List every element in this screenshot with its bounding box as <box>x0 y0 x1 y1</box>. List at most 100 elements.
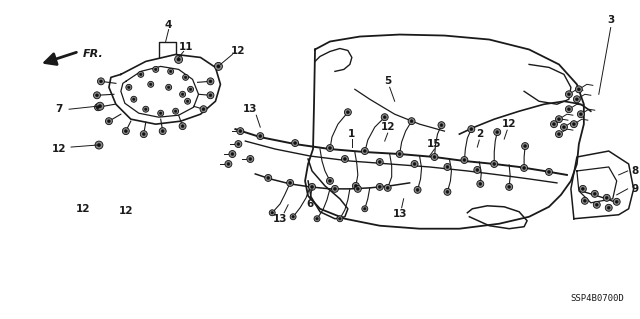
Circle shape <box>413 163 416 165</box>
Circle shape <box>461 157 468 163</box>
Circle shape <box>259 135 262 137</box>
Circle shape <box>184 98 191 104</box>
Circle shape <box>95 104 102 111</box>
Circle shape <box>225 160 232 167</box>
Circle shape <box>577 88 580 91</box>
Circle shape <box>97 78 104 85</box>
Text: 12: 12 <box>502 119 516 129</box>
Circle shape <box>491 160 498 167</box>
Text: 7: 7 <box>56 104 63 114</box>
Circle shape <box>332 185 339 192</box>
Circle shape <box>381 114 388 121</box>
Circle shape <box>545 168 552 175</box>
Circle shape <box>383 116 386 119</box>
Circle shape <box>287 179 294 186</box>
Circle shape <box>563 126 565 129</box>
Circle shape <box>269 210 275 216</box>
Circle shape <box>548 171 550 173</box>
Circle shape <box>378 185 381 188</box>
Circle shape <box>577 111 584 118</box>
Circle shape <box>476 168 479 171</box>
Circle shape <box>159 128 166 135</box>
Circle shape <box>214 63 223 70</box>
Circle shape <box>376 183 383 190</box>
Circle shape <box>446 190 449 193</box>
Text: FR.: FR. <box>83 49 104 59</box>
Circle shape <box>290 214 296 220</box>
Circle shape <box>326 177 333 184</box>
Circle shape <box>341 156 348 162</box>
Circle shape <box>506 183 513 190</box>
Circle shape <box>150 83 152 85</box>
Circle shape <box>292 216 294 218</box>
Circle shape <box>181 125 184 128</box>
Circle shape <box>265 174 272 182</box>
Circle shape <box>328 180 332 182</box>
Circle shape <box>387 187 389 189</box>
Circle shape <box>257 133 264 140</box>
Circle shape <box>523 167 525 169</box>
Circle shape <box>438 122 445 129</box>
Text: SSP4B0700D: SSP4B0700D <box>570 294 623 303</box>
Circle shape <box>493 129 500 136</box>
Circle shape <box>355 185 362 192</box>
Circle shape <box>557 133 561 136</box>
Circle shape <box>398 152 401 155</box>
Circle shape <box>168 68 173 74</box>
Circle shape <box>188 86 193 92</box>
Circle shape <box>573 96 580 103</box>
Circle shape <box>595 204 598 206</box>
Circle shape <box>138 71 144 78</box>
Circle shape <box>173 108 179 114</box>
Circle shape <box>237 143 240 145</box>
Circle shape <box>410 120 413 122</box>
Circle shape <box>235 141 242 148</box>
Circle shape <box>108 120 110 122</box>
Circle shape <box>446 166 449 168</box>
Circle shape <box>579 185 586 192</box>
Circle shape <box>231 152 234 155</box>
Circle shape <box>124 130 127 132</box>
Circle shape <box>177 58 180 61</box>
Text: 13: 13 <box>243 104 257 114</box>
Text: 11: 11 <box>179 42 193 53</box>
Circle shape <box>433 156 436 159</box>
Circle shape <box>607 206 610 209</box>
Circle shape <box>333 188 337 190</box>
Circle shape <box>127 86 130 88</box>
Text: 6: 6 <box>307 199 314 209</box>
Circle shape <box>364 208 366 210</box>
Circle shape <box>140 130 147 137</box>
Circle shape <box>96 102 104 110</box>
Circle shape <box>227 163 230 165</box>
Circle shape <box>186 100 189 102</box>
Text: 13: 13 <box>392 209 407 219</box>
Text: 1: 1 <box>348 129 355 139</box>
Circle shape <box>200 106 207 113</box>
Text: 15: 15 <box>428 139 442 149</box>
Circle shape <box>508 185 511 188</box>
Circle shape <box>575 98 579 101</box>
Circle shape <box>416 189 419 191</box>
Text: 2: 2 <box>476 129 483 139</box>
Circle shape <box>122 128 129 135</box>
Circle shape <box>581 197 588 204</box>
Circle shape <box>154 68 157 70</box>
Circle shape <box>140 73 142 76</box>
Circle shape <box>106 118 113 125</box>
Circle shape <box>314 216 320 222</box>
Circle shape <box>148 81 154 87</box>
Circle shape <box>142 133 145 136</box>
Circle shape <box>604 194 610 201</box>
Circle shape <box>362 206 368 212</box>
Circle shape <box>267 176 269 179</box>
Circle shape <box>184 76 187 78</box>
Circle shape <box>328 147 332 149</box>
Circle shape <box>561 124 568 130</box>
Circle shape <box>99 105 102 108</box>
Circle shape <box>159 112 162 115</box>
Circle shape <box>339 218 341 220</box>
Text: 5: 5 <box>384 76 391 86</box>
Circle shape <box>97 106 99 109</box>
Circle shape <box>346 111 349 114</box>
